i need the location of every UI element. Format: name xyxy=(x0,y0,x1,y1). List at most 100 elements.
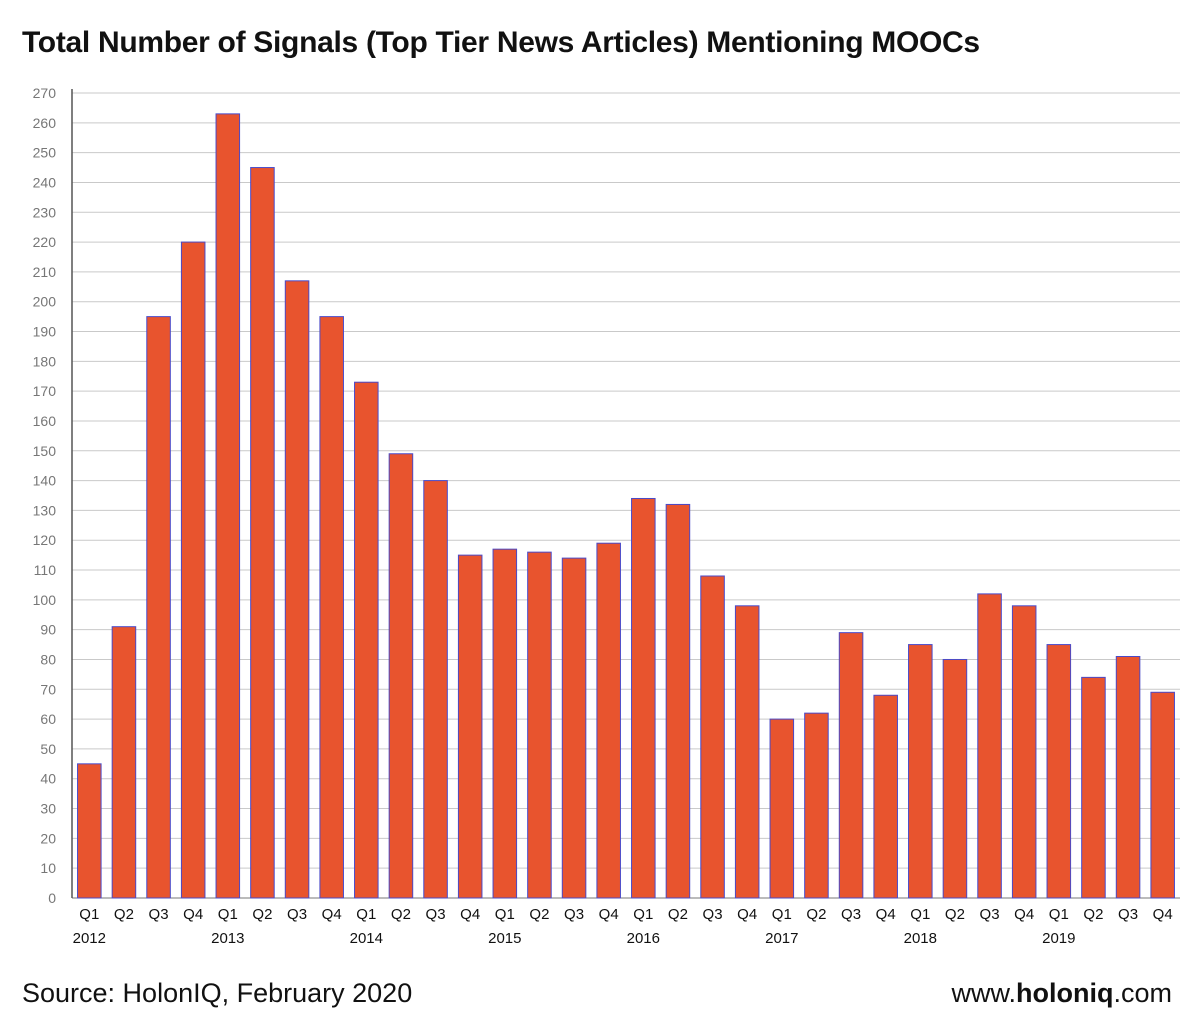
y-tick-label: 250 xyxy=(33,145,57,161)
y-tick-label: 210 xyxy=(33,264,57,280)
year-label: 2016 xyxy=(627,930,660,947)
x-tick-label: Q4 xyxy=(322,906,342,923)
x-tick-label: Q3 xyxy=(1118,906,1138,923)
bar xyxy=(631,497,656,899)
x-tick-label: Q2 xyxy=(252,906,272,923)
x-tick-label: Q1 xyxy=(1049,906,1069,923)
y-tick-label: 240 xyxy=(33,174,57,190)
x-tick-label: Q1 xyxy=(495,906,515,923)
x-tick-label: Q2 xyxy=(668,906,688,923)
y-tick-label: 120 xyxy=(33,532,57,548)
x-tick-label: Q4 xyxy=(737,906,757,923)
x-tick-label: Q3 xyxy=(426,906,446,923)
y-tick-label: 150 xyxy=(33,443,57,459)
y-axis-tick-labels: 0 10 20 30 40 50 60 70 80 90 100 110 120 130 140 150 160… xyxy=(33,85,57,906)
y-tick-label: 160 xyxy=(33,413,57,429)
year-label: 2014 xyxy=(350,930,383,947)
x-tick-label: Q1 xyxy=(356,906,376,923)
y-tick-label: 220 xyxy=(33,234,57,250)
bar xyxy=(284,280,310,899)
y-tick-label: 90 xyxy=(40,622,56,638)
x-tick-label: Q3 xyxy=(841,906,861,923)
bar xyxy=(804,712,829,899)
bar xyxy=(319,316,344,899)
website-suffix: .com xyxy=(1113,978,1172,1008)
x-tick-label: Q4 xyxy=(876,906,896,923)
y-tick-label: 0 xyxy=(48,890,56,906)
bar xyxy=(908,644,933,899)
bar xyxy=(1150,691,1175,899)
website-prefix: www. xyxy=(951,978,1017,1008)
x-tick-label: Q1 xyxy=(772,906,792,923)
bar xyxy=(596,542,621,899)
y-tick-label: 170 xyxy=(33,383,57,399)
bar xyxy=(838,632,864,899)
y-tick-label: 140 xyxy=(33,473,57,489)
x-tick-label: Q4 xyxy=(599,906,619,923)
x-axis-year-labels: 2012 2013 2014 2015 2016 2017 2018 2019 xyxy=(73,930,1076,947)
year-label: 2015 xyxy=(488,930,521,947)
bar xyxy=(492,548,518,899)
year-label: 2019 xyxy=(1042,930,1075,947)
bar xyxy=(942,658,968,899)
bar xyxy=(180,241,206,899)
bar xyxy=(388,453,414,899)
x-tick-label: Q2 xyxy=(1083,906,1103,923)
bar xyxy=(873,694,898,899)
y-tick-label: 190 xyxy=(33,324,57,340)
bars xyxy=(77,113,1175,899)
year-label: 2013 xyxy=(211,930,244,947)
bar xyxy=(527,551,552,899)
bar xyxy=(1011,605,1037,899)
y-tick-label: 40 xyxy=(40,771,56,787)
bar xyxy=(111,626,137,899)
x-tick-label: Q2 xyxy=(114,906,134,923)
bar xyxy=(354,381,379,899)
y-tick-label: 180 xyxy=(33,353,57,369)
year-label: 2018 xyxy=(904,930,937,947)
x-tick-label: Q3 xyxy=(703,906,723,923)
bar xyxy=(1046,644,1072,899)
y-tick-label: 260 xyxy=(33,115,57,131)
bar xyxy=(561,557,587,899)
x-tick-label: Q2 xyxy=(945,906,965,923)
source-note: Source: HolonIQ, February 2020 xyxy=(22,978,413,1008)
x-axis-quarter-labels: Q1 Q2 Q3 Q4 Q1 Q2 Q3 Q4 Q1 Q2 Q3 Q4 Q1 Q2 Q3 Q4 Q1 Q2 Q3 Q4… xyxy=(79,906,1172,923)
x-tick-label: Q2 xyxy=(391,906,411,923)
x-tick-label: Q1 xyxy=(910,906,930,923)
y-tick-label: 30 xyxy=(40,801,56,817)
x-tick-label: Q3 xyxy=(564,906,584,923)
y-tick-label: 70 xyxy=(40,681,56,697)
y-tick-label: 200 xyxy=(33,294,57,310)
bar xyxy=(977,593,1002,899)
x-tick-label: Q4 xyxy=(1014,906,1034,923)
bar-chart: 0 10 20 30 40 50 60 70 80 90 100 110 120 130 140 150 160… xyxy=(33,85,1180,947)
year-label: 2012 xyxy=(73,930,106,947)
x-tick-label: Q4 xyxy=(183,906,203,923)
bar xyxy=(423,480,448,899)
bar xyxy=(734,605,760,899)
y-tick-label: 80 xyxy=(40,651,56,667)
y-tick-label: 230 xyxy=(33,204,57,220)
bar xyxy=(1115,656,1141,899)
x-tick-label: Q2 xyxy=(806,906,826,923)
y-tick-label: 100 xyxy=(33,592,57,608)
y-tick-label: 270 xyxy=(33,85,57,101)
x-tick-label: Q3 xyxy=(980,906,1000,923)
x-tick-label: Q2 xyxy=(529,906,549,923)
bar xyxy=(700,575,725,899)
bar xyxy=(1081,676,1106,899)
y-tick-label: 60 xyxy=(40,711,56,727)
x-tick-label: Q4 xyxy=(1153,906,1173,923)
bar xyxy=(77,763,102,899)
x-tick-label: Q1 xyxy=(633,906,653,923)
bar xyxy=(665,503,691,899)
x-tick-label: Q1 xyxy=(79,906,99,923)
y-tick-label: 20 xyxy=(40,830,56,846)
x-tick-label: Q3 xyxy=(287,906,307,923)
bar xyxy=(457,554,483,899)
bar xyxy=(769,718,795,899)
website-link[interactable]: www.holoniq.com xyxy=(952,978,1173,1009)
x-tick-label: Q1 xyxy=(218,906,238,923)
x-tick-label: Q3 xyxy=(149,906,169,923)
